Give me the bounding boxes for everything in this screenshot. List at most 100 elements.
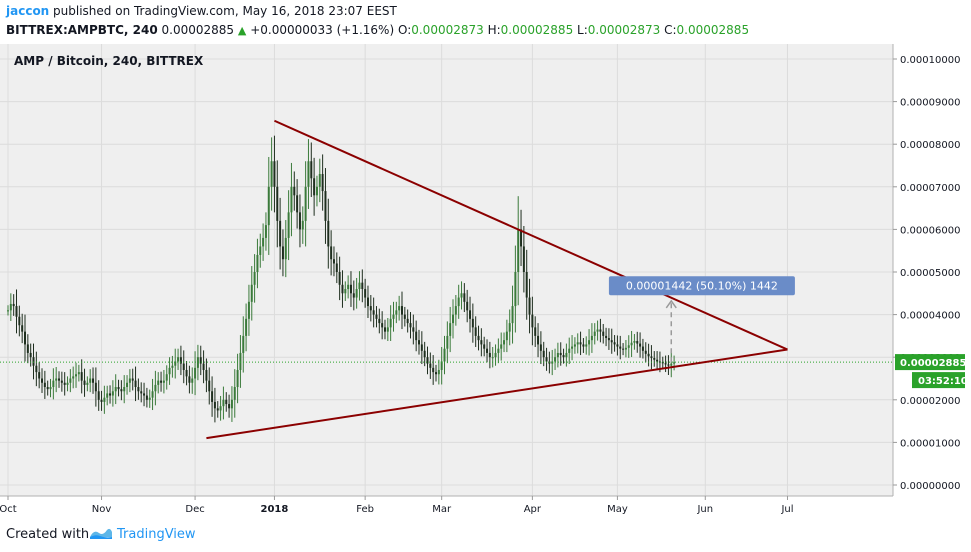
candle-body [330, 246, 333, 260]
candle-body [517, 229, 520, 272]
candle-body [80, 372, 83, 381]
candle-body [32, 357, 35, 366]
annotations: 0.00001442 (50.10%) 1442 [0, 119, 893, 440]
plot-background [0, 44, 893, 496]
candle-body [514, 272, 517, 307]
chart-title: AMP / Bitcoin, 240, BITTREX [14, 54, 204, 68]
last-price-tag-label: 0.00002885 [900, 358, 966, 369]
candle-body [219, 406, 222, 411]
candle-body [412, 327, 415, 332]
candle-body [276, 186, 279, 221]
candle-body [670, 363, 673, 366]
candle-body [7, 310, 9, 312]
price-axis[interactable]: 0.000000000.000010000.000020000.00003000… [893, 55, 968, 492]
candle-body [205, 369, 208, 381]
candle-body [440, 361, 443, 370]
candle-body [165, 374, 168, 381]
x-tick-label: Oct [0, 504, 17, 515]
y-tick-label: 0.00008000 [900, 140, 960, 151]
candle-body [539, 344, 542, 351]
candle-body [415, 331, 418, 341]
y-tick-label: 0.00005000 [900, 268, 960, 279]
candle-body [250, 284, 253, 302]
candle-body [162, 380, 165, 383]
candle-body [503, 340, 506, 345]
high-value: 0.00002885 [500, 23, 574, 37]
y-tick-label: 0.00001000 [900, 438, 960, 449]
candle-body [60, 380, 63, 383]
chart-area[interactable]: 0.00001442 (50.10%) 1442 0.00000000 0.000… [0, 44, 971, 519]
x-tick-label: Feb [356, 504, 374, 515]
candle-body [245, 318, 248, 336]
candle-body [196, 357, 199, 368]
candle-body [222, 399, 225, 407]
candle-body [494, 352, 497, 358]
candle-body [24, 331, 27, 345]
candle-body [151, 391, 154, 398]
candle-body [55, 378, 58, 381]
candle-body [83, 380, 86, 385]
candle-body [137, 387, 140, 392]
price-series [7, 135, 676, 423]
candle-body [310, 161, 313, 179]
y-tick-label: 0.00004000 [900, 311, 960, 322]
candle-body [378, 318, 381, 324]
candle-body [633, 341, 636, 343]
candle-body [658, 361, 661, 363]
candle-body [259, 246, 262, 255]
candle-body [352, 293, 355, 298]
tradingview-logo-icon[interactable] [88, 525, 114, 541]
high-label: H: [487, 23, 501, 37]
candle-body [194, 367, 197, 379]
candle-body [157, 380, 160, 385]
candle-body [616, 344, 619, 347]
author-link[interactable]: jaccon [6, 4, 50, 18]
candle-body [236, 369, 239, 388]
candle-body [52, 380, 55, 388]
candle-body [174, 361, 177, 366]
candle-body [531, 314, 534, 328]
candle-body [230, 399, 233, 409]
candle-body [89, 378, 92, 383]
candle-body [432, 367, 435, 373]
candle-body [364, 289, 367, 298]
candle-body [619, 346, 622, 349]
candle-body [281, 246, 284, 260]
candle-body [607, 338, 610, 341]
candle-body [627, 345, 630, 348]
publish-text: published on TradingView.com, May 16, 20… [49, 4, 397, 18]
candle-body [500, 344, 503, 349]
candle-body [454, 306, 457, 315]
open-value: 0.00002873 [411, 23, 484, 37]
candle-body [120, 389, 123, 392]
y-tick-label: 0.00009000 [900, 98, 960, 109]
candle-body [480, 340, 483, 345]
time-axis[interactable]: Oct Nov Dec 2018 Feb Mar Apr May Jun Jul [0, 496, 794, 515]
price-chart[interactable]: 0.00001442 (50.10%) 1442 0.00000000 0.000… [0, 44, 971, 519]
countdown-tag-label: 03:52:10 [918, 376, 968, 387]
candle-body [247, 301, 250, 319]
candle-body [588, 340, 591, 345]
candle-body [86, 382, 89, 385]
candle-body [469, 310, 472, 319]
candle-body [355, 289, 358, 298]
candle-body [290, 186, 293, 213]
candle-body [185, 369, 188, 377]
candle-body [571, 346, 574, 349]
low-value: 0.00002873 [587, 23, 661, 37]
candle-body [403, 314, 406, 319]
x-tick-label: Mar [432, 504, 452, 515]
candle-body [554, 357, 557, 362]
candle-body [347, 284, 350, 290]
candle-body [392, 314, 395, 319]
ohlc-line: BITTREX:AMPBTC, 240 0.00002885 ▲ +0.0000… [6, 23, 749, 37]
tradingview-link[interactable]: TradingView [117, 527, 196, 542]
measure-arrowhead-icon [665, 299, 677, 309]
candle-body [199, 357, 202, 364]
candle-body [242, 335, 245, 353]
candle-body [103, 397, 106, 402]
candle-body [369, 306, 372, 311]
candle-body [128, 378, 131, 383]
candle-body [301, 220, 304, 230]
candle-body [579, 342, 582, 345]
